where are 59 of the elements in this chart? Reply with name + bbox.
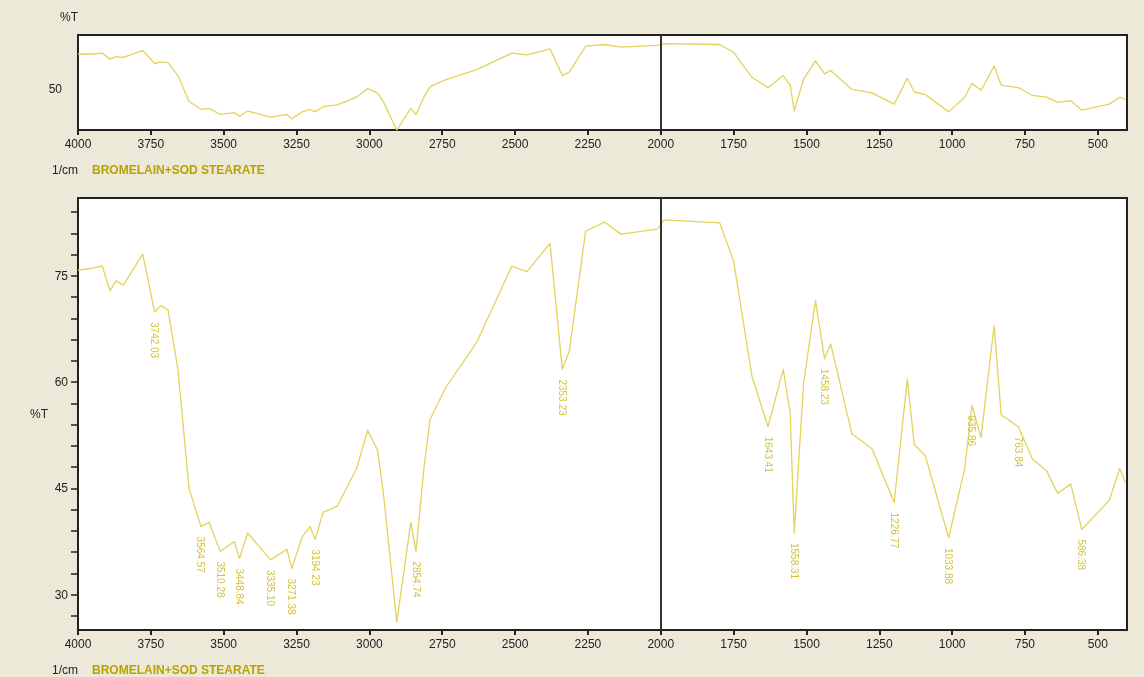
text: BROMELAIN+SOD STEARATE bbox=[92, 663, 265, 677]
annotation: 763.84 bbox=[1012, 436, 1024, 468]
x-tick-label: 3500 bbox=[210, 137, 238, 151]
x-tick-label: 4000 bbox=[64, 137, 92, 151]
x-axis-title: 1/cm bbox=[51, 163, 78, 177]
x-axis-title: 1/cm bbox=[51, 663, 78, 677]
x-tick-label: 1000 bbox=[938, 637, 966, 651]
annotation: 1643.41 bbox=[762, 436, 774, 474]
x-tick-label: 2250 bbox=[574, 137, 602, 151]
x-tick-label: 4000 bbox=[64, 637, 92, 651]
annotation: 3448.84 bbox=[233, 568, 245, 606]
x-tick-label: 2750 bbox=[428, 137, 456, 151]
x-tick-label: 1500 bbox=[793, 637, 821, 651]
x-tick-label: 1250 bbox=[865, 137, 893, 151]
x-tick-label: 3000 bbox=[356, 637, 384, 651]
x-tick-label: 1000 bbox=[938, 137, 966, 151]
x-tick-label: 500 bbox=[1087, 137, 1109, 151]
y-axis-title: %T bbox=[30, 407, 49, 421]
x-tick-label: 750 bbox=[1015, 637, 1036, 651]
annotation: 1226.77 bbox=[888, 512, 900, 550]
x-tick-label: 2250 bbox=[574, 637, 602, 651]
x-tick-label: 1750 bbox=[720, 137, 748, 151]
annotation: 3564.57 bbox=[195, 536, 207, 574]
annotation: 3194.23 bbox=[309, 549, 321, 586]
x-tick-label: 3250 bbox=[283, 137, 311, 151]
x-tick-label: 2750 bbox=[428, 637, 456, 651]
x-tick-label: 3750 bbox=[137, 137, 165, 151]
annotation: 3742.03 bbox=[149, 322, 161, 359]
annotation: 1033.88 bbox=[943, 547, 955, 585]
x-tick-label: 1500 bbox=[793, 137, 821, 151]
y-tick-label: 75 bbox=[54, 268, 69, 283]
line-series bbox=[77, 219, 1127, 623]
annotation: 2854.74 bbox=[410, 561, 422, 598]
x-tick-label: 3000 bbox=[356, 137, 384, 151]
annotation: 1458.23 bbox=[819, 368, 831, 406]
x-tick-label: 3500 bbox=[210, 637, 238, 651]
x-tick-label: 2000 bbox=[647, 137, 675, 151]
y-tick-label: 60 bbox=[54, 375, 69, 390]
y-tick-label: 30 bbox=[54, 587, 69, 602]
annotation: 935.86 bbox=[966, 415, 978, 447]
annotation: 1558.31 bbox=[788, 542, 800, 580]
x-tick-label: 2000 bbox=[647, 637, 675, 651]
x-tick-label: 3250 bbox=[283, 637, 311, 651]
x-tick-label: 2500 bbox=[501, 137, 529, 151]
text: 50 bbox=[48, 82, 63, 96]
annotation: 3335.10 bbox=[265, 569, 277, 607]
text: BROMELAIN+SOD STEARATE bbox=[92, 163, 265, 177]
annotation: 3510.28 bbox=[214, 561, 226, 598]
x-tick-label: 2500 bbox=[501, 637, 529, 651]
y-axis-title: %T bbox=[60, 10, 79, 24]
annotation: 586.38 bbox=[1076, 539, 1088, 571]
annotation: 3271.38 bbox=[286, 578, 298, 615]
x-tick-label: 1250 bbox=[865, 637, 893, 651]
annotation: 2353.23 bbox=[556, 379, 568, 416]
x-tick-label: 750 bbox=[1015, 137, 1036, 151]
x-tick-label: 1750 bbox=[720, 637, 748, 651]
x-tick-label: 500 bbox=[1087, 637, 1109, 651]
y-tick-label: 45 bbox=[54, 481, 69, 496]
x-tick-label: 3750 bbox=[137, 637, 165, 651]
